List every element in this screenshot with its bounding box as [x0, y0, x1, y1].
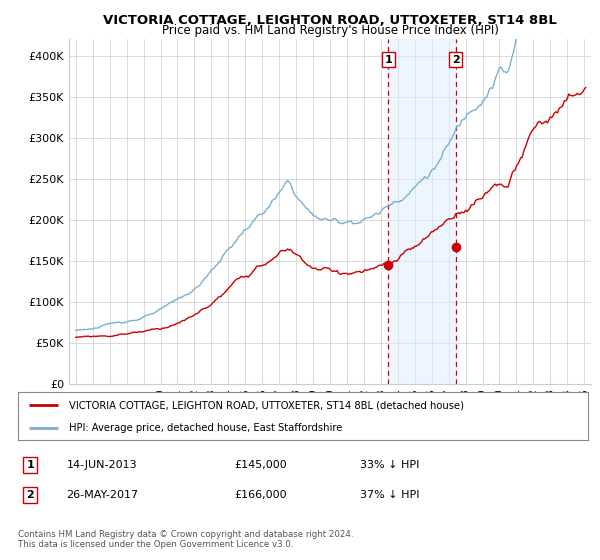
Text: VICTORIA COTTAGE, LEIGHTON ROAD, UTTOXETER, ST14 8BL: VICTORIA COTTAGE, LEIGHTON ROAD, UTTOXET…: [103, 14, 557, 27]
Text: Contains HM Land Registry data © Crown copyright and database right 2024.
This d: Contains HM Land Registry data © Crown c…: [18, 530, 353, 549]
Text: £145,000: £145,000: [235, 460, 287, 470]
Text: 1: 1: [26, 460, 34, 470]
Text: HPI: Average price, detached house, East Staffordshire: HPI: Average price, detached house, East…: [70, 423, 343, 433]
Text: 2: 2: [452, 55, 460, 65]
Text: 2: 2: [26, 490, 34, 500]
Text: 1: 1: [385, 55, 392, 65]
Text: Price paid vs. HM Land Registry's House Price Index (HPI): Price paid vs. HM Land Registry's House …: [161, 24, 499, 37]
Text: 33% ↓ HPI: 33% ↓ HPI: [360, 460, 419, 470]
Bar: [388, 39, 456, 384]
Text: 26-MAY-2017: 26-MAY-2017: [67, 490, 139, 500]
Text: 37% ↓ HPI: 37% ↓ HPI: [360, 490, 419, 500]
Text: VICTORIA COTTAGE, LEIGHTON ROAD, UTTOXETER, ST14 8BL (detached house): VICTORIA COTTAGE, LEIGHTON ROAD, UTTOXET…: [70, 400, 464, 410]
Text: 14-JUN-2013: 14-JUN-2013: [67, 460, 137, 470]
Text: £166,000: £166,000: [235, 490, 287, 500]
